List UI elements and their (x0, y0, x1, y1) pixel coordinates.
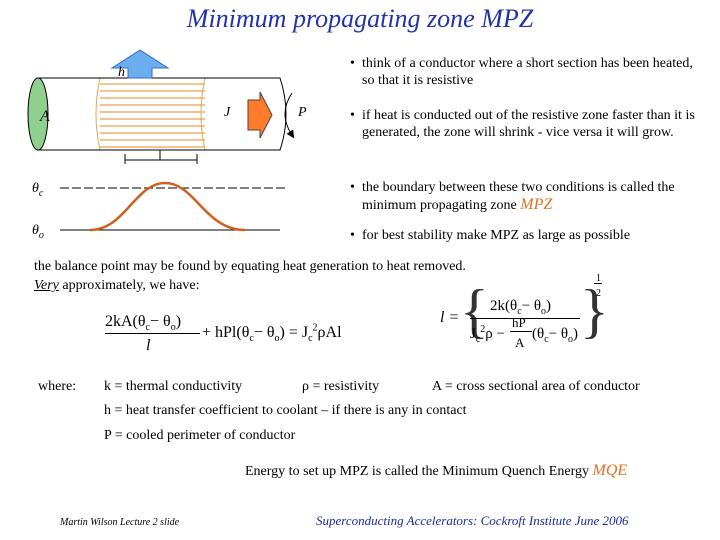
text: the balance point may be found by equati… (34, 259, 466, 274)
text: P = cooled perimeter of conductor (104, 428, 296, 443)
equation: l = (440, 309, 460, 326)
label: A (40, 108, 50, 125)
text: where: (38, 379, 77, 394)
equation: (θc− θo) (532, 326, 579, 345)
brace: { (460, 278, 489, 344)
bullet: the boundary between these two condition… (350, 179, 707, 214)
fraction-bar (510, 331, 532, 332)
exponent: 1 (596, 273, 601, 284)
equation: 2kA(θc− θo) (105, 313, 182, 334)
label: h (118, 65, 125, 80)
bullet: think of a conductor where a short secti… (350, 55, 702, 89)
text: h = heat transfer coefficient to coolant… (104, 403, 467, 418)
bullet: for best stability make MPZ as large as … (350, 227, 707, 244)
fraction-bar (470, 318, 580, 319)
label: θo (32, 223, 44, 241)
fraction-bar (594, 283, 602, 284)
footer: Superconducting Accelerators: Cockroft I… (316, 513, 629, 528)
equation: Jc2ρ − (470, 324, 505, 345)
text: A = cross sectional area of conductor (432, 379, 640, 394)
exponent: 2 (596, 288, 601, 299)
text: ρ = resistivity (302, 379, 380, 394)
bullet: if heat is conducted out of the resistiv… (350, 107, 707, 141)
fraction-bar (105, 333, 200, 334)
equation: l (146, 337, 151, 354)
title: Minimum propagating zone MPZ (186, 4, 534, 33)
equation: hP (512, 315, 526, 330)
label: P (298, 105, 307, 120)
equation: + hPl(θc− θo) = Jc2ρAl (202, 322, 342, 345)
text: Energy to set up MPZ is called the Minim… (245, 462, 628, 479)
brace: } (580, 278, 609, 344)
text: Very approximately, we have: (34, 278, 200, 293)
equation: 2k(θc− θo) (490, 298, 552, 317)
label: θc (32, 181, 44, 199)
equation: A (515, 335, 525, 350)
diagram (27, 49, 295, 232)
text: k = thermal conductivity (104, 379, 243, 394)
label: J (224, 105, 231, 120)
footer: Martin Wilson Lecture 2 slide (60, 517, 180, 528)
